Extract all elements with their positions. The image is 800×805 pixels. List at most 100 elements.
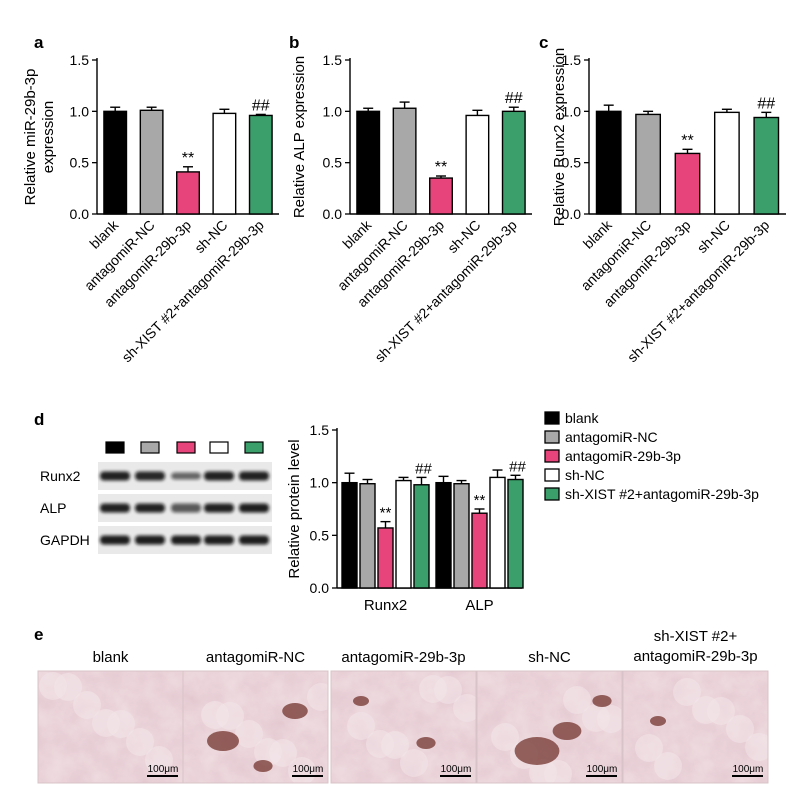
micrograph-label: sh-NC bbox=[528, 649, 571, 666]
legend-label: antagomiR-29b-3p bbox=[565, 448, 681, 464]
cell-cluster bbox=[235, 720, 263, 748]
micrograph-row: blank 100μm antagomiR-NC 100μm antagomiR-29b… bbox=[37, 628, 769, 784]
micrograph-label: antagomiR-29b-3p bbox=[341, 649, 465, 666]
cell-cluster bbox=[673, 678, 701, 706]
stain-deposit bbox=[514, 737, 560, 765]
cell-cluster bbox=[745, 733, 768, 761]
bar bbox=[377, 527, 394, 589]
blot-band bbox=[239, 503, 269, 513]
bar bbox=[176, 171, 200, 215]
y-tick-label: 0.5 bbox=[70, 155, 90, 171]
scale-bar-label: 100μm bbox=[587, 764, 618, 775]
bar bbox=[501, 110, 526, 215]
lane-marker bbox=[176, 441, 196, 454]
blot-band bbox=[204, 471, 234, 481]
cell-cluster bbox=[381, 731, 409, 759]
bar bbox=[471, 512, 488, 589]
y-tick-label: 1.0 bbox=[70, 103, 90, 119]
stain-deposit bbox=[353, 696, 369, 706]
bar bbox=[674, 152, 701, 215]
bar bbox=[713, 111, 740, 215]
micrograph-image bbox=[331, 671, 476, 783]
legend-label: antagomiR-NC bbox=[565, 429, 658, 445]
micrograph-label: sh-XIST #2+ bbox=[654, 628, 738, 645]
blot-band bbox=[204, 503, 234, 513]
chart-panel-a: 0.00.51.01.5blankantagomiR-NC**antagomiR… bbox=[22, 52, 279, 365]
stain-deposit bbox=[650, 716, 666, 726]
panel-letter-c: c bbox=[539, 33, 548, 52]
cell-cluster bbox=[400, 749, 428, 777]
stain-deposit bbox=[253, 760, 273, 772]
legend-swatch bbox=[544, 411, 560, 425]
scale-bar-label: 100μm bbox=[733, 764, 764, 775]
bar bbox=[435, 481, 452, 589]
y-axis-label: Relative protein level bbox=[286, 439, 303, 578]
y-axis-label: Relative miR-29b-3p bbox=[22, 69, 39, 206]
blot-band bbox=[135, 503, 165, 513]
cell-cluster bbox=[216, 702, 244, 730]
significance-mark: ## bbox=[505, 90, 523, 107]
western-blot: Runx2 ALP GAPDH bbox=[40, 441, 272, 554]
bar bbox=[341, 481, 358, 589]
micrograph-label: antagomiR-NC bbox=[206, 649, 305, 666]
cell-cluster bbox=[54, 673, 82, 701]
blot-band bbox=[239, 535, 269, 545]
cell-cluster bbox=[347, 712, 375, 740]
bar bbox=[212, 112, 237, 215]
cell-cluster bbox=[107, 710, 135, 738]
bar bbox=[395, 479, 412, 589]
micrograph-label: antagomiR-29b-3p bbox=[633, 648, 757, 665]
scale-bar-label: 100μm bbox=[441, 764, 472, 775]
micrograph-frame bbox=[182, 670, 329, 784]
cell-cluster bbox=[563, 686, 591, 714]
y-tick-label: 1.0 bbox=[323, 103, 343, 119]
stain-deposit bbox=[592, 695, 612, 707]
bar bbox=[139, 109, 164, 215]
stain-deposit bbox=[207, 731, 239, 751]
bar bbox=[595, 110, 622, 215]
cell-cluster bbox=[145, 746, 173, 774]
bar bbox=[429, 177, 453, 215]
significance-mark: ## bbox=[509, 458, 526, 475]
significance-mark: ## bbox=[757, 95, 775, 112]
bar bbox=[392, 107, 417, 215]
micrograph-frame bbox=[476, 670, 623, 784]
chart-panel-d: 0.0 0.5 1.0 1.5 ** ## Runx2 ** ## ALP Relative pro… bbox=[286, 422, 526, 614]
y-tick-label: 0.0 bbox=[323, 206, 343, 222]
micrograph-label: blank bbox=[93, 649, 129, 666]
legend-swatch bbox=[544, 449, 560, 463]
y-tick-label: 1.5 bbox=[310, 422, 330, 438]
cell-cluster bbox=[544, 760, 572, 783]
y-tick-label: 1.5 bbox=[323, 52, 343, 68]
significance-mark: ** bbox=[681, 132, 693, 149]
blot-band bbox=[204, 535, 234, 545]
blot-band bbox=[135, 471, 165, 481]
stain-deposit bbox=[416, 737, 436, 749]
stain-deposit bbox=[282, 703, 308, 719]
y-tick-label: 0.0 bbox=[562, 206, 582, 222]
cell-cluster bbox=[654, 752, 682, 780]
legend-label: blank bbox=[565, 410, 599, 426]
lane-marker bbox=[209, 441, 229, 454]
blot-band bbox=[100, 535, 130, 545]
legend-label: sh-NC bbox=[565, 467, 605, 483]
blot-band bbox=[239, 471, 269, 481]
significance-mark: ## bbox=[252, 97, 270, 114]
micrograph-frame bbox=[622, 670, 769, 784]
significance-mark: ## bbox=[415, 460, 432, 477]
lane-marker bbox=[244, 441, 264, 454]
lane-marker bbox=[105, 441, 125, 454]
cell-cluster bbox=[707, 697, 735, 725]
micrograph-image bbox=[38, 671, 183, 783]
blot-row-label: Runx2 bbox=[40, 468, 81, 484]
scale-bar-label: 100μm bbox=[148, 764, 179, 775]
legend-swatch bbox=[544, 468, 560, 482]
significance-mark: ** bbox=[182, 150, 194, 167]
significance-mark: ** bbox=[435, 159, 447, 176]
bar bbox=[507, 478, 524, 589]
y-tick-label: 0.0 bbox=[310, 580, 330, 596]
significance-mark: ** bbox=[474, 492, 486, 509]
bar bbox=[413, 484, 430, 589]
scale-bar-label: 100μm bbox=[293, 764, 324, 775]
bar bbox=[635, 113, 662, 215]
